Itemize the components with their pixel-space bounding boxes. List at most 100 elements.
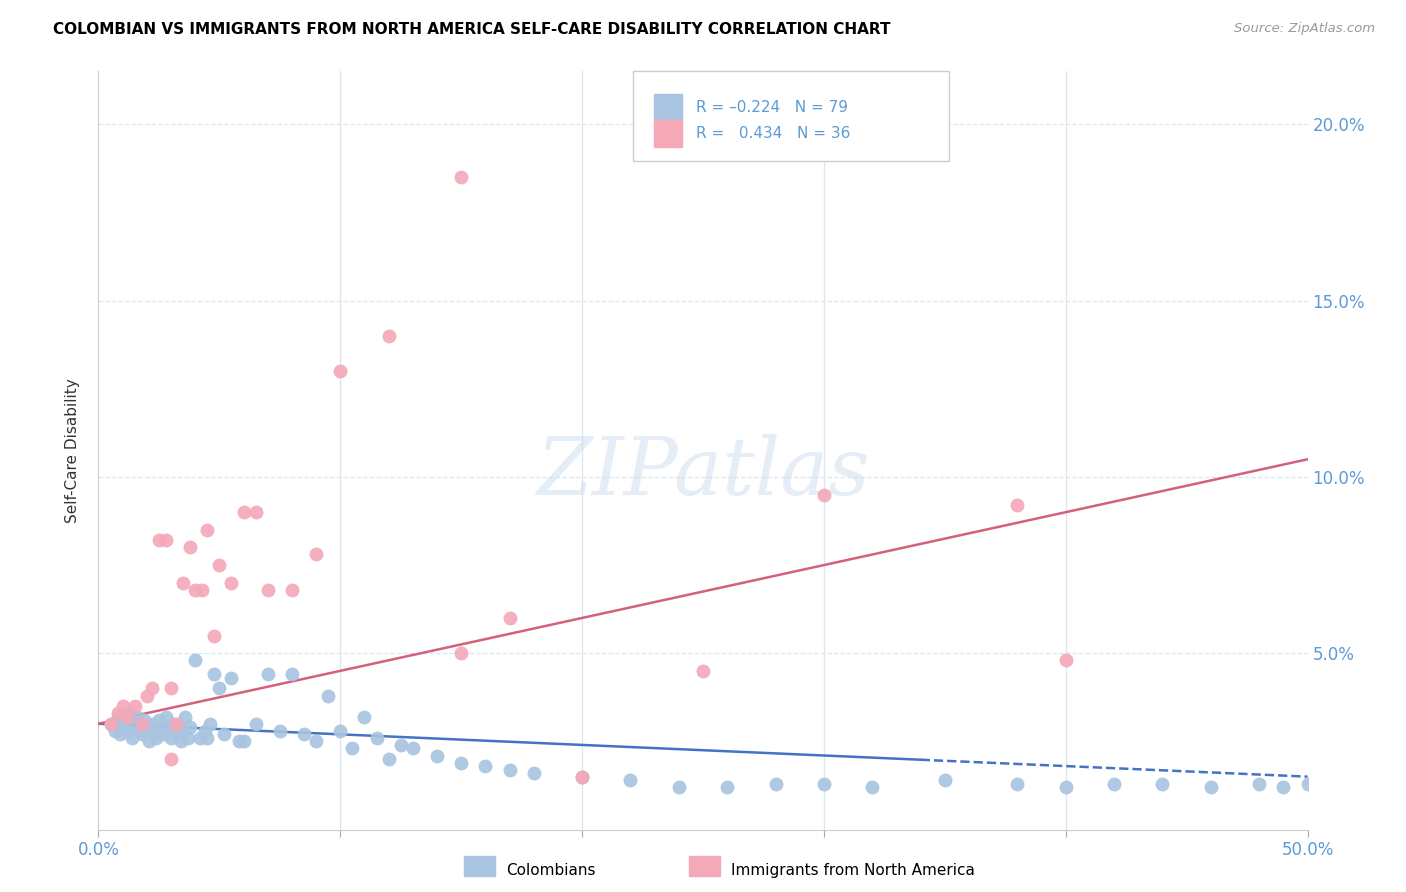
Point: [188, 731, 211, 745]
Point: [114, 720, 136, 734]
Point: [221, 575, 243, 590]
Point: [377, 329, 399, 343]
Text: Source: ZipAtlas.com: Source: ZipAtlas.com: [1234, 22, 1375, 36]
Point: [765, 777, 787, 791]
Point: [281, 582, 304, 597]
Point: [426, 748, 449, 763]
Point: [619, 773, 641, 788]
Point: [150, 720, 173, 734]
Point: [316, 689, 339, 703]
Text: R =   0.434   N = 36: R = 0.434 N = 36: [696, 127, 851, 141]
Point: [1272, 780, 1295, 795]
Point: [169, 734, 191, 748]
Point: [191, 582, 214, 597]
Point: [143, 723, 166, 738]
Point: [269, 723, 291, 738]
Point: [860, 780, 883, 795]
Point: [366, 731, 388, 745]
Point: [135, 689, 157, 703]
Point: [157, 723, 180, 738]
Point: [716, 780, 738, 795]
Point: [145, 731, 167, 745]
Point: [571, 770, 593, 784]
Point: [204, 667, 226, 681]
Point: [152, 727, 174, 741]
Point: [121, 731, 143, 745]
Point: [172, 575, 194, 590]
Point: [167, 720, 190, 734]
Point: [692, 664, 714, 678]
Text: Colombians: Colombians: [506, 863, 596, 878]
Point: [212, 727, 235, 741]
Point: [813, 777, 835, 791]
Point: [228, 734, 250, 748]
Point: [232, 734, 254, 748]
Point: [813, 487, 835, 501]
Point: [134, 713, 156, 727]
Point: [179, 720, 201, 734]
Point: [174, 709, 197, 723]
Point: [118, 706, 141, 721]
Point: [195, 523, 218, 537]
Point: [148, 533, 170, 548]
Point: [281, 667, 304, 681]
Point: [232, 505, 254, 519]
Point: [1054, 653, 1077, 667]
Point: [184, 653, 207, 667]
Point: [155, 709, 177, 723]
Point: [668, 780, 690, 795]
Point: [104, 723, 127, 738]
Text: R = –0.224   N = 79: R = –0.224 N = 79: [696, 100, 848, 114]
Point: [194, 723, 217, 738]
Point: [523, 766, 546, 780]
Point: [402, 741, 425, 756]
Point: [155, 533, 177, 548]
Point: [221, 671, 243, 685]
Point: [389, 738, 412, 752]
Point: [1199, 780, 1222, 795]
Point: [172, 723, 194, 738]
Text: ZIPatlas: ZIPatlas: [536, 434, 870, 512]
Point: [256, 582, 278, 597]
Point: [245, 505, 267, 519]
Point: [1102, 777, 1125, 791]
Point: [934, 773, 956, 788]
Point: [353, 709, 375, 723]
Point: [124, 699, 146, 714]
Point: [127, 709, 149, 723]
Point: [292, 727, 315, 741]
Point: [1054, 780, 1077, 795]
Point: [177, 731, 200, 745]
Point: [256, 667, 278, 681]
Point: [111, 713, 134, 727]
Point: [1007, 498, 1029, 512]
Point: [160, 731, 183, 745]
Point: [498, 763, 520, 777]
Point: [162, 716, 184, 731]
Point: [141, 681, 163, 696]
Text: Immigrants from North America: Immigrants from North America: [731, 863, 974, 878]
Point: [208, 558, 231, 572]
Point: [450, 170, 472, 185]
Point: [245, 716, 267, 731]
Point: [165, 716, 187, 731]
Point: [117, 723, 139, 738]
Point: [1296, 777, 1319, 791]
Point: [1249, 777, 1271, 791]
Point: [198, 716, 221, 731]
Point: [571, 770, 593, 784]
Point: [329, 364, 352, 378]
Point: [111, 699, 134, 714]
Point: [135, 720, 157, 734]
Point: [160, 752, 183, 766]
Point: [305, 548, 328, 562]
Point: [141, 716, 163, 731]
Y-axis label: Self-Care Disability: Self-Care Disability: [65, 378, 80, 523]
Point: [184, 582, 207, 597]
Point: [107, 706, 129, 721]
Point: [179, 541, 201, 555]
Point: [474, 759, 496, 773]
Point: [117, 709, 139, 723]
Point: [128, 723, 150, 738]
Point: [131, 716, 153, 731]
